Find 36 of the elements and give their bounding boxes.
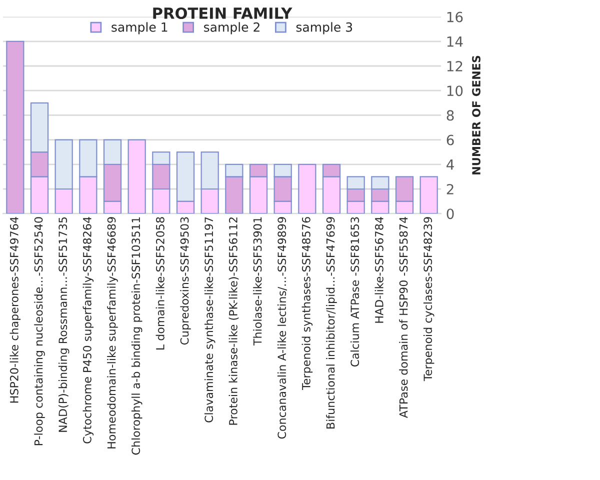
bar [298,164,316,214]
y-tick-label: 14 [447,36,463,47]
y-tick-label: 4 [446,160,454,170]
legend-label: sample 3 [296,22,352,34]
x-tick-label: Protein kinase-like (PK-like)-SSF56112 [228,217,239,425]
x-tick-label: Clavaminate synthase-like-SSF51197 [204,217,216,422]
bar [128,139,146,214]
x-tick-label: Cytochrome P450 superfamily-SSF48264 [82,217,94,444]
bar [420,176,438,214]
legend-label: sample 2 [204,22,260,34]
x-tick-label: Chlorophyll a-b binding protein-SSF103511 [131,217,142,455]
chart-title: PROTEIN FAMILY [153,7,292,20]
x-tick-label: Homeodomain-like superfamily-SSF46689 [107,217,118,448]
x-tick-label: L domain-like-SSF52058 [156,217,164,350]
y-tick-label: 8 [446,110,454,121]
x-tick-label: HSP20-like chaperones-SSF49764 [10,217,21,403]
x-tick-label: NAD(P)-binding Rossmann...-SSF51735 [58,217,70,432]
x-tick-label: ATPase domain of HSP90 -SSF55874 [399,217,408,418]
x-tick-label: HAD-like-SSF56784 [374,217,384,323]
bar [6,40,24,214]
x-tick-label: Thiolase-like-SSF53901 [253,217,262,346]
y-tick-label: 12 [447,60,462,72]
y-tick-label: 6 [446,134,454,146]
y-axis-title: NUMBER OF GENES [472,56,480,174]
x-tick-label: Concanavalin A-like lectins/...-SSF49899 [277,217,287,439]
x-tick-label: P-loop containing nucleoside...-SSF52540 [34,217,45,446]
y-tick-label: 16 [447,12,463,22]
y-tick-label: 0 [446,208,454,220]
y-tick-label: 2 [446,184,454,194]
x-tick-label: Calcium ATPase -SSF81653 [350,217,360,367]
x-tick-label: Terpenoid cyclases-SSF48239 [423,217,434,382]
legend-label: sample 1 [112,22,168,34]
x-tick-label: Terpenoid synthases-SSF48576 [302,217,313,390]
x-tick-label: Bifunctional inhibitor/lipid...-SSF47699 [326,217,337,428]
y-tick-label: 10 [447,86,463,96]
x-tick-label: Cupredoxins-SSF49503 [180,217,191,345]
